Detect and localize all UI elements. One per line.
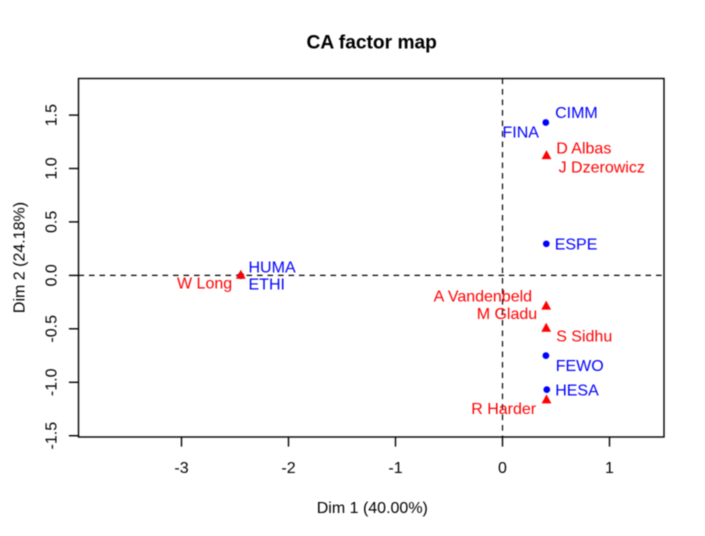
svg-text:FEWO: FEWO [556,358,604,375]
svg-text:Dim 2 (24.18%): Dim 2 (24.18%) [12,202,29,313]
svg-text:J Dzerowicz: J Dzerowicz [559,159,645,176]
svg-text:1.0: 1.0 [44,157,61,179]
svg-text:1.5: 1.5 [44,104,61,126]
svg-text:-1: -1 [388,460,402,477]
svg-text:M Gladu: M Gladu [477,306,537,323]
svg-text:R Harder: R Harder [471,401,537,418]
svg-text:-2: -2 [281,460,295,477]
svg-text:D Albas: D Albas [556,140,611,157]
svg-text:-0.5: -0.5 [44,315,61,343]
svg-text:W Long: W Long [177,276,232,293]
svg-text:1: 1 [605,460,614,477]
svg-text:FINA: FINA [503,124,540,141]
svg-text:-1.5: -1.5 [44,422,61,450]
svg-text:Dim 1 (40.00%): Dim 1 (40.00%) [317,500,428,517]
svg-text:HESA: HESA [555,383,599,400]
svg-text:S Sidhu: S Sidhu [556,329,612,346]
svg-text:-3: -3 [174,460,188,477]
svg-text:CA factor map: CA factor map [306,32,436,53]
svg-text:A Vandenbeld: A Vandenbeld [434,289,532,306]
svg-text:ESPE: ESPE [555,237,598,254]
svg-text:CIMM: CIMM [555,105,598,122]
svg-text:0.0: 0.0 [44,264,61,286]
svg-text:-1.0: -1.0 [44,368,61,396]
svg-text:ETHI: ETHI [249,277,285,294]
svg-text:0: 0 [498,460,507,477]
svg-text:HUMA: HUMA [249,260,296,277]
svg-text:0.5: 0.5 [44,211,61,233]
